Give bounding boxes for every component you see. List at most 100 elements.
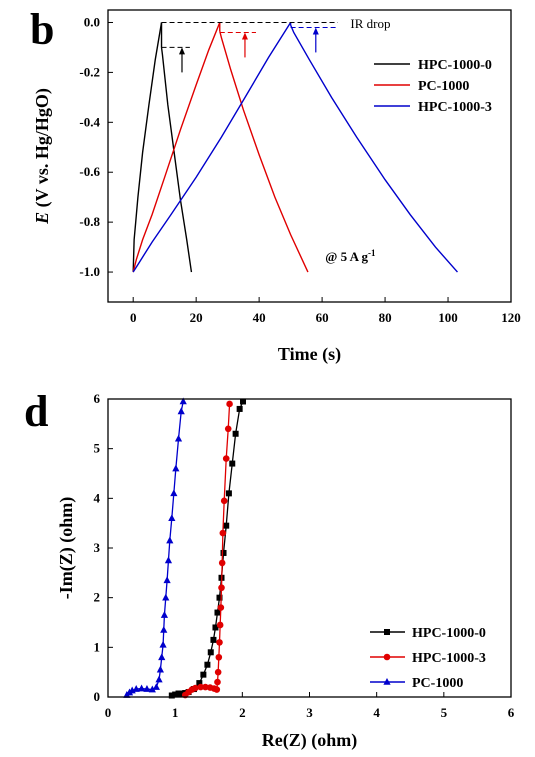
legend-label-pc-1000: PC-1000 bbox=[412, 676, 463, 691]
data-point-hpc-1000-0 bbox=[210, 636, 217, 643]
data-point-pc-1000 bbox=[163, 576, 171, 584]
data-point-hpc-1000-0 bbox=[196, 680, 203, 687]
data-point-pc-1000 bbox=[172, 464, 180, 472]
series-line-pc-1000-discharge bbox=[219, 31, 309, 273]
data-point-pc-1000 bbox=[174, 434, 183, 442]
panel-label-b: b bbox=[30, 5, 54, 54]
data-point-pc-1000 bbox=[162, 593, 170, 601]
data-point-hpc-1000-3 bbox=[216, 621, 224, 629]
series-line-pc-1000-charge bbox=[132, 22, 221, 273]
y-axis-title-symbol: E bbox=[32, 212, 52, 225]
data-point-pc-1000 bbox=[159, 640, 167, 648]
current-density-label: @ 5 A g-1 bbox=[325, 248, 376, 264]
legend-label-hpc-1000-0: HPC-1000-0 bbox=[412, 626, 486, 641]
data-point-hpc-1000-0 bbox=[229, 460, 236, 467]
x-axis-title: Re(Z) (ohm) bbox=[262, 730, 357, 751]
y-tick-label: 4 bbox=[94, 490, 101, 505]
x-tick-label: 120 bbox=[501, 310, 521, 325]
series-line-hpc-1000-0-charge bbox=[132, 22, 163, 273]
gcd-legend: HPC-1000-0 PC-1000 HPC-1000-3 bbox=[374, 58, 492, 115]
ir-drop-arrow-hpc-1000-3-head bbox=[312, 27, 319, 35]
series-line-hpc-1000-3-charge bbox=[132, 22, 292, 273]
data-point-hpc-1000-3 bbox=[224, 425, 232, 433]
data-point-pc-1000 bbox=[137, 684, 146, 692]
data-point-pc-1000 bbox=[164, 556, 173, 564]
x-tick-label: 80 bbox=[379, 310, 392, 325]
data-point-hpc-1000-0 bbox=[200, 671, 207, 678]
current-density-superscript: -1 bbox=[368, 248, 376, 258]
data-point-hpc-1000-3 bbox=[216, 639, 223, 646]
series-line-pc-1000 bbox=[126, 401, 184, 696]
gcd-axes: 0 20 40 60 80 100 120 0.0 -0.2 -0.4 -0.6 -0.8 -1.0 Ti… bbox=[32, 9, 521, 365]
x-tick-label: 2 bbox=[239, 705, 246, 720]
eis-legend: HPC-1000-0 HPC-1000-3 PC-1000 bbox=[370, 626, 486, 691]
data-point-hpc-1000-3 bbox=[222, 455, 230, 462]
data-point-pc-1000 bbox=[177, 407, 185, 415]
data-point-pc-1000 bbox=[148, 685, 156, 693]
y-tick-label: 6 bbox=[94, 391, 101, 406]
y-tick-label: 2 bbox=[94, 590, 101, 605]
y-tick-label: -0.6 bbox=[79, 164, 100, 179]
data-point-hpc-1000-3 bbox=[214, 678, 221, 686]
x-tick-label: 6 bbox=[508, 705, 515, 720]
eis-axes: 0 1 2 3 4 5 6 0 1 2 3 4 5 6 Re(Z) (ohm) -Im(Z) (ohm) bbox=[56, 391, 515, 751]
y-axis-title-unit: (V vs. Hg/HgO) bbox=[32, 88, 53, 212]
data-point-hpc-1000-0 bbox=[216, 594, 223, 601]
gcd-chart-panel-b: b 0 20 40 60 80 100 120 0.0 -0.2 -0.4 -0.6 -0.8 -1.0… bbox=[30, 5, 521, 365]
data-point-pc-1000 bbox=[156, 665, 164, 673]
x-tick-label: 100 bbox=[438, 310, 458, 325]
x-tick-label: 60 bbox=[316, 310, 329, 325]
eis-plot-area bbox=[123, 397, 247, 699]
data-point-hpc-1000-3 bbox=[217, 604, 225, 611]
data-point-hpc-1000-3 bbox=[219, 529, 227, 537]
data-point-hpc-1000-3 bbox=[214, 668, 222, 676]
data-point-hpc-1000-0 bbox=[204, 661, 211, 668]
y-axis-title: E (V vs. Hg/HgO) bbox=[32, 88, 53, 225]
data-point-hpc-1000-0 bbox=[214, 609, 221, 616]
y-tick-label: 1 bbox=[94, 639, 101, 654]
data-point-pc-1000 bbox=[160, 625, 168, 633]
y-tick-label: -0.8 bbox=[79, 214, 100, 229]
data-point-hpc-1000-3 bbox=[215, 653, 223, 661]
panel-label-d: d bbox=[24, 387, 48, 436]
legend-label-hpc-1000-3: HPC-1000-3 bbox=[412, 651, 486, 666]
legend-label-hpc-1000-0: HPC-1000-0 bbox=[418, 58, 492, 73]
x-tick-label: 3 bbox=[306, 705, 313, 720]
data-point-hpc-1000-0 bbox=[220, 549, 227, 556]
x-tick-label: 4 bbox=[373, 705, 380, 720]
data-point-hpc-1000-0 bbox=[168, 692, 175, 699]
data-point-pc-1000 bbox=[155, 675, 163, 683]
ir-drop-label: IR drop bbox=[350, 16, 390, 31]
x-tick-label: 5 bbox=[441, 705, 448, 720]
data-point-hpc-1000-3 bbox=[213, 686, 221, 693]
y-tick-label: 5 bbox=[94, 441, 101, 456]
data-point-hpc-1000-0 bbox=[240, 398, 247, 405]
y-tick-label: -0.2 bbox=[79, 64, 100, 79]
data-point-pc-1000 bbox=[166, 536, 174, 544]
gcd-annotations: IR drop @ 5 A g-1 bbox=[161, 16, 391, 264]
data-point-hpc-1000-0 bbox=[175, 690, 182, 697]
data-point-hpc-1000-3 bbox=[218, 559, 226, 567]
data-point-pc-1000 bbox=[143, 685, 151, 692]
data-point-hpc-1000-3 bbox=[226, 400, 233, 408]
data-point-pc-1000 bbox=[179, 397, 187, 405]
series-line-hpc-1000-0-discharge bbox=[160, 47, 193, 273]
data-point-pc-1000 bbox=[152, 683, 160, 690]
x-tick-label: 40 bbox=[253, 310, 266, 325]
data-point-pc-1000 bbox=[160, 611, 169, 618]
y-tick-label: 3 bbox=[94, 540, 101, 555]
y-axis-title: -Im(Z) (ohm) bbox=[56, 497, 77, 599]
ir-drop-arrow-hpc-1000-0-head bbox=[178, 47, 185, 55]
data-point-pc-1000 bbox=[132, 685, 140, 692]
y-tick-label: 0.0 bbox=[84, 14, 100, 29]
x-tick-label: 0 bbox=[105, 705, 112, 720]
ir-drop-arrow-pc-1000-head bbox=[241, 32, 248, 40]
legend-swatch-marker-hpc-1000-3 bbox=[383, 653, 391, 661]
legend-label-hpc-1000-3: HPC-1000-3 bbox=[418, 100, 492, 115]
x-tick-label: 1 bbox=[172, 705, 179, 720]
data-point-pc-1000 bbox=[158, 653, 166, 661]
y-tick-label: -1.0 bbox=[79, 264, 100, 279]
data-point-hpc-1000-0 bbox=[223, 522, 230, 529]
legend-swatch-marker-hpc-1000-0 bbox=[384, 629, 390, 635]
x-tick-label: 0 bbox=[130, 310, 137, 325]
